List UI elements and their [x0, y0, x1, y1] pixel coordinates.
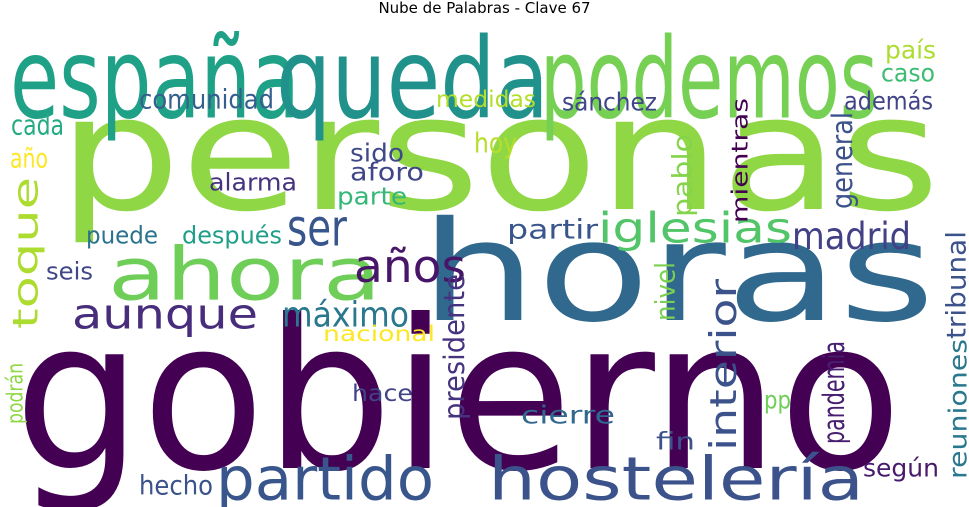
word-madrid: madrid — [792, 214, 911, 258]
word-ahora: ahora — [108, 233, 381, 318]
word-mientras: mientras — [728, 98, 754, 223]
word-interior: interior — [702, 278, 745, 451]
word-pablo: pablo — [669, 134, 699, 217]
word-españa: españa — [10, 16, 300, 145]
word-seis: seis — [46, 258, 93, 286]
word-hace: hace — [352, 381, 413, 407]
word-máximo: máximo — [282, 296, 409, 336]
word-sánchez: sánchez — [562, 88, 657, 117]
word-toque: toque — [7, 177, 47, 329]
word-queda: queda — [276, 16, 549, 145]
word-gobierno: gobierno — [14, 276, 902, 507]
word-nivel: nivel — [652, 262, 682, 321]
word-cierre: cierre — [521, 401, 615, 430]
word-caso: caso — [881, 59, 935, 88]
word-reuniones: reuniones — [944, 339, 969, 479]
word-podemos: podemos — [540, 16, 878, 145]
word-tribunal: tribunal — [943, 231, 969, 339]
word-fin: fin — [656, 428, 695, 456]
word-según: según — [863, 454, 939, 483]
word-presidente: presidente — [438, 274, 471, 420]
word-personas: personas — [58, 61, 940, 247]
word-podrán: podrán — [3, 363, 29, 424]
word-pandemia: pandemia — [817, 341, 851, 444]
word-hostelería: hostelería — [488, 445, 864, 507]
word-general: general — [826, 112, 859, 209]
word-hecho: hecho — [139, 472, 213, 502]
word-cada: cada — [11, 111, 64, 142]
word-país: país — [885, 36, 936, 65]
word-parte: parte — [337, 183, 407, 211]
word-nacional: nacional — [323, 322, 435, 346]
word-año: año — [10, 145, 48, 175]
word-comunidad: comunidad — [139, 86, 274, 116]
word-alarma: alarma — [209, 169, 297, 197]
word-aunque: aunque — [72, 290, 258, 339]
word-sido: sido — [350, 139, 404, 168]
word-iglesias: iglesias — [598, 204, 792, 253]
word-años: años — [354, 240, 466, 293]
word-pp: pp — [764, 386, 791, 415]
word-hoy: hoy — [474, 129, 517, 160]
word-además: además — [844, 87, 933, 116]
word-ser: ser — [287, 199, 347, 258]
word-horas: horas — [420, 191, 935, 353]
word-partir: partir — [507, 216, 598, 246]
word-puede: puede — [86, 222, 158, 250]
word-medidas: medidas — [436, 87, 536, 113]
word-aforo: aforo — [350, 158, 424, 187]
word-partido: partido — [216, 445, 434, 507]
word-después: después — [182, 222, 282, 250]
page-title: Nube de Palabras - Clave 67 — [378, 0, 591, 17]
